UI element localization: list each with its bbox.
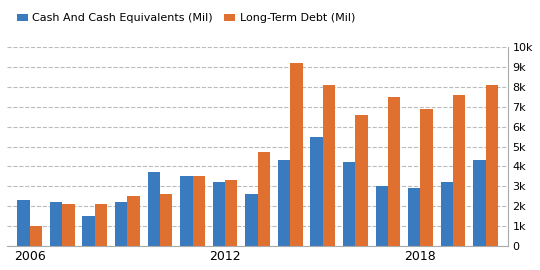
Bar: [127, 196, 140, 246]
Bar: [50, 202, 62, 246]
Bar: [30, 226, 42, 246]
Bar: [115, 202, 127, 246]
Bar: [310, 137, 323, 246]
Bar: [95, 204, 107, 246]
Bar: [343, 163, 355, 246]
Bar: [245, 194, 258, 246]
Bar: [441, 182, 453, 246]
Bar: [180, 176, 193, 246]
Bar: [17, 200, 30, 246]
Bar: [213, 182, 225, 246]
Bar: [421, 109, 433, 246]
Bar: [225, 180, 238, 246]
Bar: [388, 97, 400, 246]
Bar: [485, 85, 498, 246]
Bar: [375, 186, 388, 246]
Bar: [355, 115, 368, 246]
Bar: [278, 160, 290, 246]
Bar: [83, 216, 95, 246]
Bar: [258, 153, 270, 246]
Bar: [323, 85, 335, 246]
Bar: [147, 172, 160, 246]
Bar: [473, 160, 485, 246]
Bar: [408, 188, 421, 246]
Bar: [193, 176, 205, 246]
Bar: [453, 95, 465, 246]
Bar: [160, 194, 172, 246]
Legend: Cash And Cash Equivalents (Mil), Long-Term Debt (Mil): Cash And Cash Equivalents (Mil), Long-Te…: [12, 9, 360, 28]
Bar: [290, 63, 302, 246]
Bar: [62, 204, 75, 246]
